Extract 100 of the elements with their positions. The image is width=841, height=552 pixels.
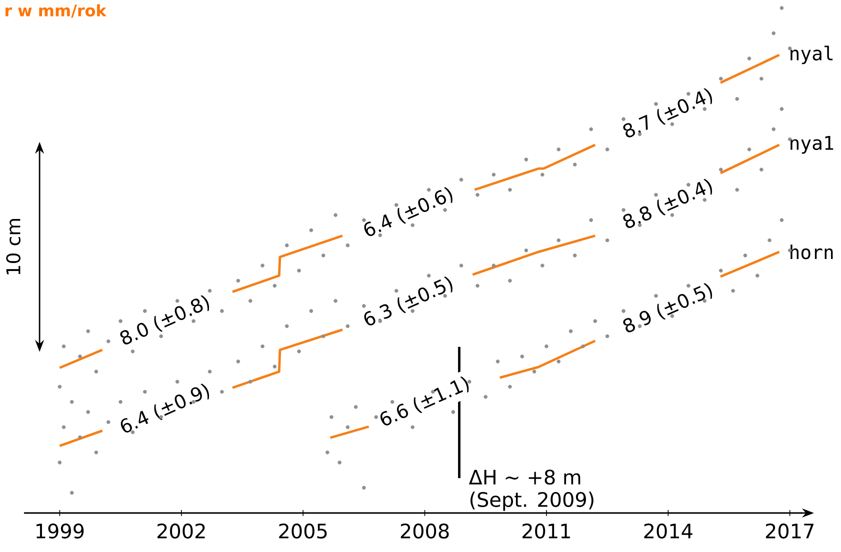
point <box>605 147 610 152</box>
point <box>326 450 330 454</box>
point <box>556 238 561 242</box>
point <box>568 329 573 334</box>
point <box>94 370 98 374</box>
point <box>556 360 561 364</box>
point <box>78 435 82 440</box>
point <box>130 350 135 354</box>
point <box>362 486 366 490</box>
point <box>492 172 496 177</box>
point <box>484 394 488 399</box>
point <box>572 254 577 258</box>
series-label: nyal <box>790 46 833 64</box>
point <box>346 425 350 430</box>
point <box>248 380 252 384</box>
point <box>220 309 224 313</box>
point <box>118 319 122 323</box>
point <box>589 127 593 132</box>
point <box>508 188 512 192</box>
point <box>236 360 240 364</box>
point <box>297 350 301 354</box>
point <box>208 370 212 374</box>
point <box>260 264 264 268</box>
point <box>747 147 752 152</box>
point <box>524 248 528 252</box>
point <box>780 218 784 222</box>
point <box>374 415 378 419</box>
point <box>321 254 326 258</box>
annotation: ΔH ∼ +8 m <box>468 470 580 485</box>
point <box>760 76 764 81</box>
point <box>62 425 66 430</box>
x-tick-label: 2008 <box>400 524 449 539</box>
x-tick-label: 1999 <box>36 524 84 539</box>
point <box>309 309 314 313</box>
point <box>492 264 496 268</box>
point <box>208 288 212 293</box>
point <box>338 460 342 464</box>
point <box>718 268 723 272</box>
point <box>309 228 314 232</box>
point <box>70 490 74 495</box>
point <box>718 168 723 172</box>
point <box>410 425 414 430</box>
point <box>747 56 752 60</box>
point <box>581 344 585 348</box>
point <box>346 324 350 328</box>
point <box>476 284 480 288</box>
point <box>589 218 593 222</box>
point <box>70 400 74 404</box>
point <box>118 400 122 404</box>
point <box>354 405 358 409</box>
point <box>508 278 512 283</box>
text: 10 cm <box>6 219 20 274</box>
point <box>321 334 326 338</box>
point <box>260 344 264 348</box>
point <box>593 319 598 323</box>
x-tick-label: 2005 <box>279 524 327 539</box>
point <box>572 162 577 166</box>
point <box>284 324 289 328</box>
point <box>106 339 110 344</box>
x-tick-label: 2002 <box>157 524 205 539</box>
point <box>334 299 338 303</box>
point <box>735 96 740 101</box>
point <box>248 299 252 303</box>
point <box>780 6 784 10</box>
point <box>731 288 735 293</box>
point <box>297 268 301 272</box>
point <box>459 178 464 182</box>
point <box>86 410 90 414</box>
x-tick-label: 2017 <box>766 524 814 539</box>
point <box>334 213 338 217</box>
x-tick-label: 2014 <box>644 524 692 539</box>
point <box>772 127 776 132</box>
series-label: horn <box>790 244 833 260</box>
point <box>220 390 224 394</box>
point <box>556 147 561 152</box>
point <box>459 264 464 268</box>
point <box>718 76 723 81</box>
point <box>272 284 277 288</box>
point <box>780 107 784 111</box>
point <box>86 329 90 334</box>
point <box>760 168 764 172</box>
point <box>142 390 147 394</box>
point <box>330 415 334 419</box>
point <box>768 238 772 242</box>
point <box>743 254 748 258</box>
chart-title: r w mm/rok <box>6 4 107 18</box>
point <box>755 274 760 278</box>
annotation: (Sept. 2009) <box>470 492 594 511</box>
point <box>540 264 544 268</box>
point <box>476 192 480 197</box>
point <box>142 309 147 313</box>
point <box>272 364 277 368</box>
point <box>544 344 548 348</box>
series-label: nya1 <box>790 136 834 154</box>
point <box>346 243 350 248</box>
point <box>735 188 740 192</box>
x-tick-label: 2011 <box>522 524 570 539</box>
point <box>94 450 98 454</box>
point <box>605 238 610 242</box>
point <box>106 420 110 424</box>
